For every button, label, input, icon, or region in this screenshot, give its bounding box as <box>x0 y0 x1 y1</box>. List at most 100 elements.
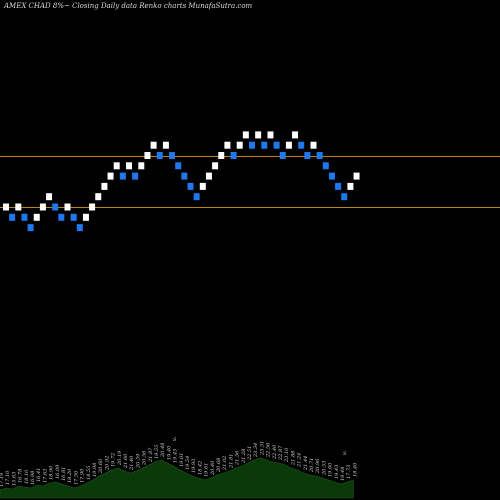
renko-brick-up <box>138 162 145 170</box>
renko-brick-up <box>347 182 354 190</box>
renko-brick-down <box>304 152 311 159</box>
volume-label: 21.87 <box>148 447 154 463</box>
renko-brick-down <box>21 213 28 221</box>
chart-title: AMEX CHAD 8%~ Closing Daily data Renko c… <box>3 2 253 10</box>
renko-brick-down <box>181 172 188 180</box>
renko-brick-down <box>230 152 237 159</box>
volume-label: 20.60 <box>98 458 104 474</box>
renko-brick-down <box>156 152 163 159</box>
renko-brick-up <box>255 131 262 139</box>
renko-brick-down <box>52 203 59 211</box>
renko-brick-up <box>101 182 108 190</box>
renko-brick-down <box>58 213 65 221</box>
renko-brick-up <box>89 203 96 211</box>
renko-brick-up <box>205 172 212 180</box>
renko-brick-up <box>46 193 53 201</box>
volume-label: 16.41 <box>36 468 42 482</box>
renko-brick-down <box>335 182 342 190</box>
volume-label: 19.45 <box>173 449 179 463</box>
volume-label: 18.20 <box>67 468 73 483</box>
renko-brick-down <box>9 213 16 221</box>
renko-brick-down <box>273 141 280 149</box>
volume-label: 19.01 <box>179 453 185 467</box>
renko-brick-up <box>267 131 274 139</box>
renko-brick-up <box>33 213 40 221</box>
volume-area <box>0 457 354 499</box>
volume-label: 22.87 <box>278 445 284 461</box>
renko-brick-down <box>175 162 182 170</box>
renko-brick-down <box>187 182 194 190</box>
renko-brick-up <box>113 162 120 170</box>
renko-brick-up <box>292 131 299 139</box>
volume-label: 21.88 <box>290 451 296 466</box>
renko-brick-up <box>218 152 225 159</box>
volume-label: 16.78 <box>18 469 24 483</box>
volume-label: 18.90 <box>49 465 55 480</box>
volume-label: 20.56 <box>142 450 148 466</box>
volume-label: 20.92 <box>104 456 110 471</box>
volume-label: 19.55 <box>154 445 160 459</box>
renko-brick-down <box>169 152 176 159</box>
volume-marker: S <box>343 451 347 457</box>
renko-brick-up <box>150 141 157 149</box>
volume-label: 19.54 <box>185 456 191 470</box>
volume-label: 19.43 <box>334 465 340 479</box>
volume-label: 20.40 <box>210 460 216 476</box>
volume-label: 21.81 <box>228 454 234 469</box>
volume-label: 21.28 <box>241 449 247 464</box>
volume-label: 23.51 <box>259 441 265 456</box>
volume-label: 20.59 <box>135 453 141 469</box>
renko-brick-up <box>199 182 206 190</box>
volume-marker: S <box>173 437 177 443</box>
volume-label: 19.93 <box>191 459 197 473</box>
renko-brick-down <box>322 162 329 170</box>
volume-label: 22.40 <box>272 444 278 460</box>
volume-label: 21.56 <box>235 450 241 466</box>
volume-label: 20.96 <box>315 458 321 474</box>
volume-label: 16.98 <box>30 471 36 485</box>
volume-label: 19.40 <box>166 445 172 460</box>
renko-brick-down <box>328 172 335 180</box>
level-lines <box>0 156 500 208</box>
volume-label: 20.53 <box>321 461 327 476</box>
volume-label: 17.10 <box>5 470 11 485</box>
renko-brick-down <box>132 172 139 180</box>
renko-brick-down <box>27 224 34 232</box>
volume-label: 20.68 <box>216 458 222 473</box>
renko-brick-up <box>39 203 46 211</box>
volume-label: 21.40 <box>129 455 135 471</box>
volume-label: 18.42 <box>197 461 203 475</box>
volume-label: 19.98 <box>92 463 98 477</box>
volume-label: 20.19 <box>117 450 123 466</box>
renko-brick-up <box>236 141 243 149</box>
renko-brick-up <box>107 172 114 180</box>
volume-label: 16.09 <box>55 464 61 479</box>
renko-brick-up <box>3 203 9 211</box>
renko-brick-up <box>95 193 102 201</box>
volume-label: 16.81 <box>61 467 67 481</box>
renko-brick-up <box>64 203 71 211</box>
renko-brick-down <box>298 141 305 149</box>
volume-label: 15.63 <box>11 472 17 486</box>
volume-label: 17.19 <box>0 472 5 487</box>
renko-brick-down <box>76 224 83 232</box>
volume-label: 21.44 <box>303 456 309 471</box>
renko-bricks <box>3 131 360 232</box>
volume-panel: 17.19 17.10 15.63 16.78 18.10 16.98 16.41 17.63… <box>0 437 358 499</box>
renko-brick-up <box>224 141 231 149</box>
volume-label: 18.55 <box>86 466 92 480</box>
volume-label: 17.90 <box>80 468 86 483</box>
renko-brick-up <box>285 141 292 149</box>
renko-brick-up <box>144 152 151 159</box>
volume-label: 17.50 <box>73 470 79 485</box>
renko-brick-down <box>341 193 348 201</box>
volume-label: 21.60 <box>123 453 129 469</box>
volume-label: 23.10 <box>284 447 290 463</box>
volume-label: 19.60 <box>328 462 334 477</box>
renko-brick-up <box>212 162 219 170</box>
renko-brick-down <box>193 193 200 201</box>
volume-label: 18.40 <box>352 462 358 477</box>
renko-brick-up <box>353 172 360 180</box>
renko-brick-down <box>70 213 77 221</box>
renko-brick-up <box>162 141 169 149</box>
